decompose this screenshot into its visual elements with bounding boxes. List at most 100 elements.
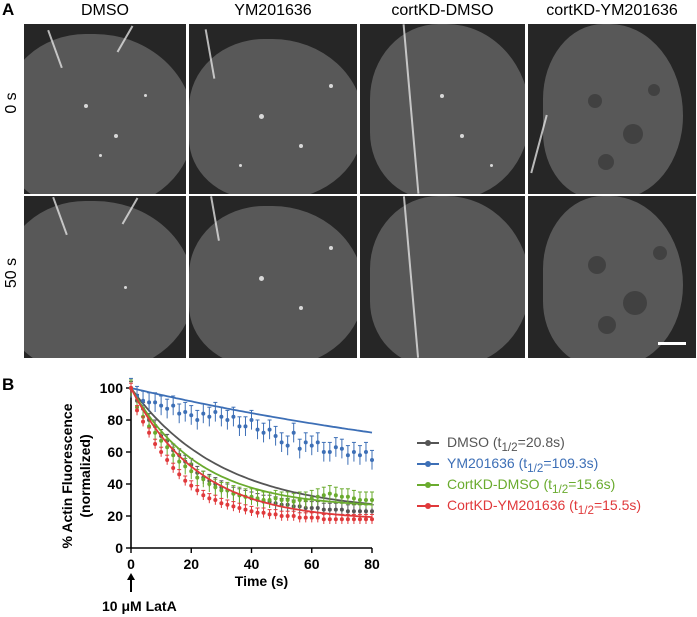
y-tick-label: 0 [115, 540, 123, 556]
data-point-cortkd-dmso [333, 493, 338, 498]
data-point-cortkd-dmso [183, 464, 188, 469]
data-point-ym201636 [249, 418, 254, 422]
data-point-ym201636 [153, 400, 158, 405]
data-point-dmso [345, 509, 350, 514]
data-point-cortkd-ym201636 [363, 517, 368, 522]
data-point-ym201636 [165, 406, 170, 411]
fit-curve-cortkd-dmso [130, 387, 373, 506]
data-point-cortkd-dmso [165, 445, 170, 450]
fit-curve-dmso [130, 387, 373, 505]
data-point-dmso [363, 509, 368, 514]
data-point-ym201636 [201, 411, 206, 416]
data-point-ym201636 [147, 400, 152, 405]
data-point-ym201636 [195, 418, 200, 422]
micrograph-dmso-0s [24, 24, 186, 194]
data-point-cortkd-ym201636 [153, 442, 158, 446]
data-point-cortkd-dmso [189, 469, 194, 474]
data-point-ym201636 [237, 424, 242, 429]
data-point-ym201636 [327, 450, 332, 454]
data-point-cortkd-dmso [213, 485, 218, 490]
data-point-ym201636 [273, 434, 278, 438]
data-point-cortkd-ym201636 [345, 517, 350, 522]
data-point-cortkd-ym201636 [357, 517, 362, 522]
data-point-cortkd-ym201636 [327, 517, 332, 522]
data-point-cortkd-dmso [177, 459, 182, 464]
data-point-ym201636 [291, 430, 296, 435]
x-tick-label: 0 [127, 556, 135, 572]
legend-swatch-cortkd-ym201636 [417, 503, 439, 509]
data-point-cortkd-ym201636 [333, 517, 338, 522]
legend-item-cortkd-ym201636: CortKD-YM201636 (t1/2=15.5s) [413, 495, 641, 517]
y-tick-label: 40 [107, 476, 123, 492]
data-point-dmso [333, 507, 338, 512]
data-point-cortkd-ym201636 [147, 430, 152, 435]
data-point-cortkd-ym201636 [189, 483, 194, 488]
data-point-cortkd-ym201636 [171, 466, 176, 470]
data-point-ym201636 [159, 403, 164, 408]
data-point-cortkd-ym201636 [309, 515, 314, 520]
micrograph-cortkd-dmso-50s [360, 196, 525, 358]
data-point-cortkd-dmso [297, 498, 302, 502]
x-tick-label: 20 [183, 556, 199, 572]
data-point-cortkd-ym201636 [273, 512, 278, 517]
data-point-cortkd-dmso [153, 430, 158, 435]
column-label-dmso: DMSO [81, 2, 129, 19]
chart-legend: DMSO (t1/2=20.8s) YM201636 (t1/2=109.3s)… [413, 432, 641, 517]
panel-b-letter: B [2, 375, 15, 394]
data-point-cortkd-dmso [370, 498, 374, 502]
y-axis-label-line1: % Actin Fluorescence [59, 403, 75, 548]
data-point-ym201636 [297, 446, 302, 451]
data-point-ym201636 [177, 411, 182, 416]
data-point-cortkd-ym201636 [339, 517, 344, 522]
data-point-ym201636 [225, 418, 230, 422]
data-point-ym201636 [183, 410, 188, 414]
data-point-cortkd-dmso [219, 488, 224, 493]
data-point-dmso [357, 509, 362, 514]
data-point-cortkd-dmso [201, 477, 206, 482]
scale-bar [658, 342, 686, 345]
data-point-cortkd-dmso [291, 499, 296, 504]
micrograph-ym201636-0s [189, 24, 357, 194]
actin-fluorescence-chart: 0 20 40 60 80 100 0 20 40 60 80 Time (s) % Actin Flu… [59, 377, 380, 592]
data-point-ym201636 [207, 414, 212, 419]
micrograph-ym201636-50s [189, 196, 357, 358]
data-point-cortkd-dmso [339, 494, 344, 499]
data-point-cortkd-ym201636 [129, 386, 133, 390]
legend-swatch-ym201636 [417, 461, 439, 467]
column-label-ym201636: YM201636 [234, 2, 312, 19]
data-point-cortkd-ym201636 [297, 515, 302, 520]
latA-label: 10 μM LatA [102, 598, 177, 614]
data-point-cortkd-ym201636 [225, 502, 230, 507]
data-point-cortkd-ym201636 [231, 504, 236, 509]
data-point-cortkd-dmso [195, 475, 200, 480]
data-point-ym201636 [213, 410, 218, 414]
data-point-cortkd-ym201636 [321, 517, 326, 522]
data-point-ym201636 [363, 450, 368, 454]
x-tick-label: 60 [304, 556, 320, 572]
data-point-cortkd-ym201636 [177, 472, 182, 477]
legend-swatch-dmso [417, 440, 439, 446]
y-tick-label: 100 [100, 380, 124, 396]
data-point-cortkd-ym201636 [351, 517, 356, 522]
data-point-ym201636 [333, 445, 338, 450]
data-point-ym201636 [285, 443, 290, 448]
data-point-ym201636 [189, 413, 194, 418]
data-point-ym201636 [255, 427, 260, 432]
data-point-ym201636 [321, 450, 326, 454]
data-point-cortkd-dmso [363, 498, 368, 502]
micrograph-cortkd-ym201636-50s [528, 196, 696, 358]
y-tick-label: 20 [107, 508, 123, 524]
x-tick-label: 40 [244, 556, 260, 572]
data-point-cortkd-ym201636 [141, 419, 146, 424]
legend-text-cortkd-dmso: CortKD-DMSO (t1/2=15.6s) [447, 476, 616, 496]
data-point-cortkd-ym201636 [237, 506, 242, 510]
data-point-ym201636 [141, 398, 146, 403]
data-point-cortkd-dmso [303, 498, 308, 502]
data-point-cortkd-dmso [285, 498, 290, 502]
data-point-cortkd-dmso [207, 482, 212, 486]
data-point-dmso [315, 506, 320, 510]
data-point-cortkd-ym201636 [213, 498, 218, 502]
data-point-cortkd-ym201636 [267, 512, 272, 517]
data-point-cortkd-dmso [321, 493, 326, 498]
data-point-ym201636 [219, 414, 224, 419]
